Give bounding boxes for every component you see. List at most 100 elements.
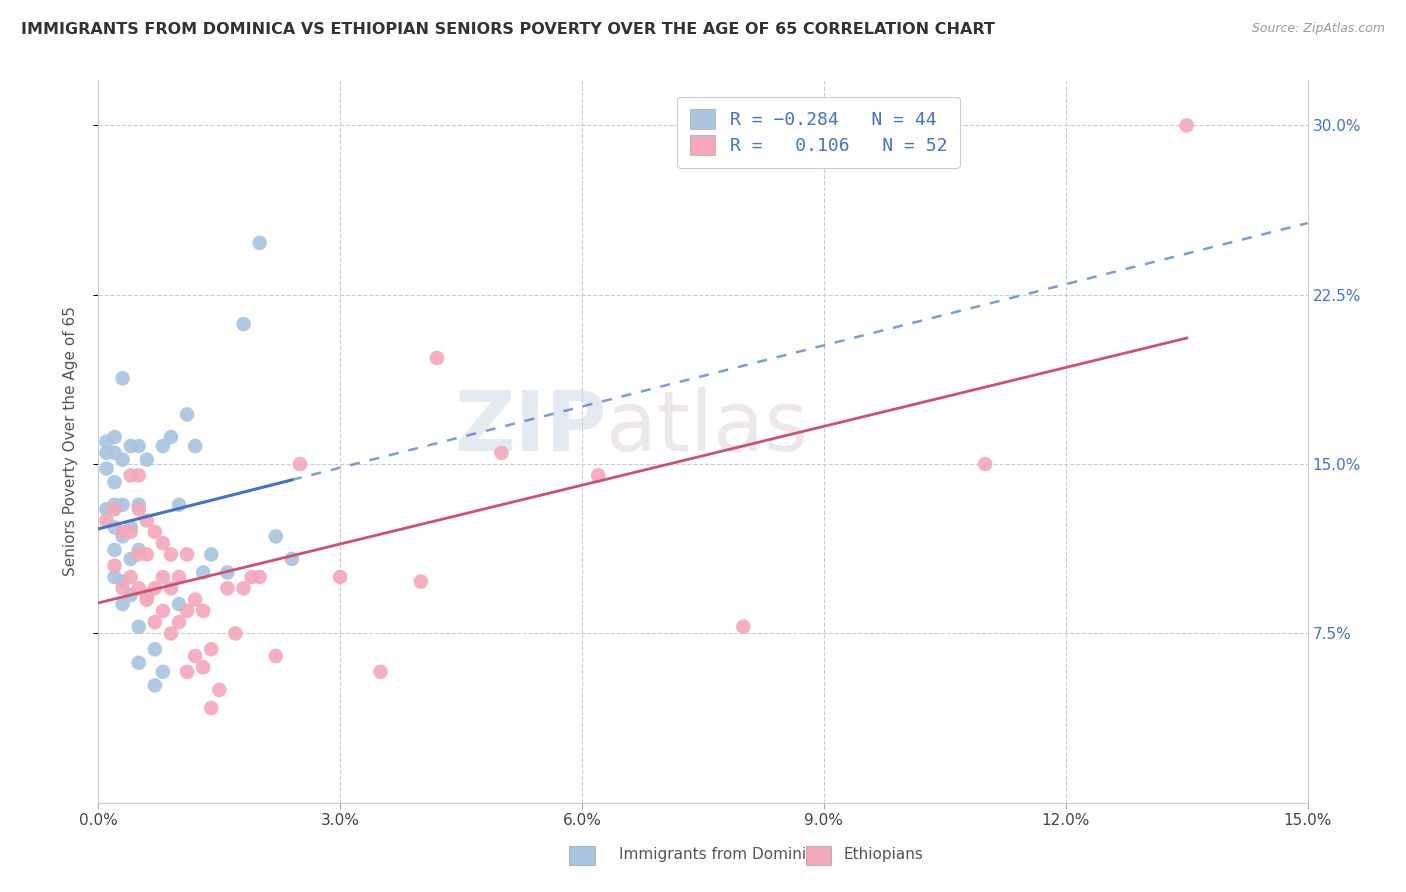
Point (96, 434, 118, 449)
Point (120, 439, 142, 453)
Point (128, 582, 150, 596)
Point (111, 524, 134, 539)
Point (232, 317, 254, 331)
Point (1175, 119, 1198, 133)
Point (96, 446, 118, 460)
Point (193, 660, 215, 674)
Point (184, 592, 207, 607)
Point (288, 457, 311, 471)
Point (200, 701, 222, 715)
Point (176, 665, 198, 679)
Point (111, 529, 134, 543)
Point (264, 648, 287, 663)
Point (128, 542, 150, 557)
Point (128, 548, 150, 562)
Point (103, 520, 125, 534)
Point (184, 648, 207, 663)
Y-axis label: Seniors Poverty Over the Age of 65: Seniors Poverty Over the Age of 65 (63, 307, 77, 576)
Point (184, 439, 207, 453)
Point (167, 498, 190, 512)
Point (135, 592, 157, 607)
Point (143, 615, 166, 630)
Text: ZIP: ZIP (454, 386, 606, 467)
Point (152, 570, 174, 584)
Point (264, 529, 287, 543)
Point (103, 558, 125, 573)
Point (193, 566, 215, 580)
Point (176, 548, 198, 562)
Point (409, 574, 432, 589)
Text: Source: ZipAtlas.com: Source: ZipAtlas.com (1251, 22, 1385, 36)
Point (128, 502, 150, 516)
Point (128, 656, 150, 670)
Point (160, 430, 183, 444)
Text: IMMIGRANTS FROM DOMINICA VS ETHIOPIAN SENIORS POVERTY OVER THE AGE OF 65 CORRELA: IMMIGRANTS FROM DOMINICA VS ETHIOPIAN SE… (21, 22, 995, 37)
Point (232, 582, 254, 596)
Point (143, 582, 166, 596)
Point (426, 351, 449, 365)
Point (152, 536, 174, 550)
Point (240, 570, 263, 584)
Point (103, 502, 125, 516)
Point (111, 574, 134, 589)
Point (111, 597, 134, 611)
Point (96, 502, 118, 516)
Point (96, 461, 118, 475)
Point (152, 439, 174, 453)
Point (167, 597, 190, 611)
Point (128, 439, 150, 453)
Point (160, 582, 183, 596)
Point (200, 548, 222, 562)
Point (143, 642, 166, 657)
Point (281, 552, 304, 566)
Point (143, 678, 166, 692)
Text: atlas: atlas (606, 386, 808, 467)
Point (128, 620, 150, 634)
Point (111, 371, 134, 385)
Point (120, 588, 142, 602)
Point (249, 570, 271, 584)
Point (217, 566, 239, 580)
Point (135, 588, 157, 602)
Point (135, 452, 157, 467)
Point (120, 552, 142, 566)
Text: Ethiopians: Ethiopians (844, 847, 924, 862)
Point (143, 524, 166, 539)
Point (111, 498, 134, 512)
Point (103, 570, 125, 584)
Point (329, 570, 352, 584)
Point (586, 468, 609, 483)
Point (176, 408, 198, 422)
Point (974, 457, 997, 471)
Point (120, 520, 142, 534)
Point (249, 235, 271, 250)
Point (103, 430, 125, 444)
Point (103, 498, 125, 512)
Point (160, 626, 183, 640)
Point (103, 446, 125, 460)
Point (491, 446, 513, 460)
Point (135, 548, 157, 562)
Point (128, 468, 150, 483)
Point (120, 570, 142, 584)
Point (167, 570, 190, 584)
Point (733, 620, 755, 634)
Point (370, 665, 392, 679)
Point (224, 626, 246, 640)
Point (120, 524, 142, 539)
Point (152, 665, 174, 679)
Point (128, 498, 150, 512)
Point (208, 682, 231, 697)
Point (103, 542, 125, 557)
Point (111, 452, 134, 467)
Point (135, 514, 157, 528)
Point (217, 582, 239, 596)
Point (103, 475, 125, 490)
Point (96, 514, 118, 528)
Text: Immigrants from Dominica: Immigrants from Dominica (619, 847, 824, 862)
Point (120, 468, 142, 483)
Point (152, 604, 174, 618)
Legend: R = −0.284   N = 44, R =   0.106   N = 52: R = −0.284 N = 44, R = 0.106 N = 52 (678, 96, 960, 168)
Point (176, 604, 198, 618)
Point (200, 642, 222, 657)
